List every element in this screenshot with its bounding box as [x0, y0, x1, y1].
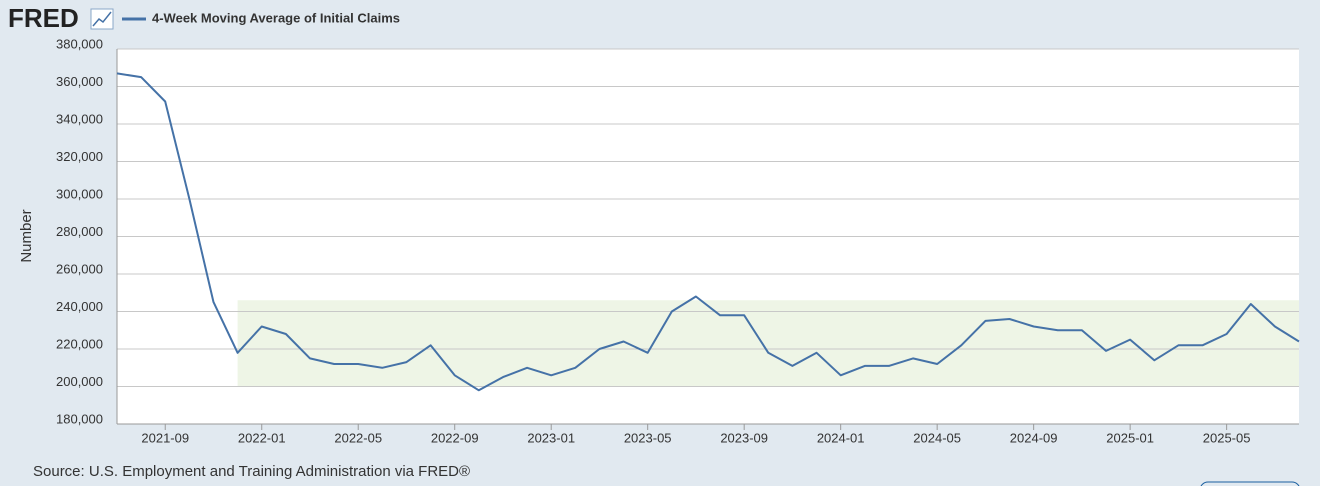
x-tick-label: 2025-01	[1106, 430, 1154, 445]
y-tick-label: 180,000	[56, 411, 103, 426]
x-tick-label: 2024-09	[1010, 430, 1058, 445]
y-tick-label: 320,000	[56, 149, 103, 164]
x-tick-label: 2023-09	[720, 430, 768, 445]
y-tick-label: 260,000	[56, 261, 103, 276]
y-tick-label: 240,000	[56, 299, 103, 314]
x-tick-label: 2024-05	[913, 430, 961, 445]
y-axis-label: Number	[18, 209, 35, 262]
x-tick-label: 2022-09	[431, 430, 479, 445]
y-tick-label: 200,000	[56, 374, 103, 389]
y-tick-label: 380,000	[56, 36, 103, 51]
y-tick-label: 300,000	[56, 186, 103, 201]
x-tick-label: 2022-05	[334, 430, 382, 445]
legend-label: 4-Week Moving Average of Initial Claims	[152, 10, 400, 25]
x-tick-label: 2023-05	[624, 430, 672, 445]
source: Source: U.S. Employment and Training Adm…	[33, 463, 470, 480]
y-tick-label: 280,000	[56, 224, 103, 239]
logo: FRED	[8, 3, 79, 33]
highlight-band	[237, 300, 1299, 387]
y-tick-label: 340,000	[56, 111, 103, 126]
y-tick-label: 360,000	[56, 74, 103, 89]
x-tick-label: 2024-01	[817, 430, 865, 445]
data-line	[116, 72, 1300, 392]
logo-icon	[90, 8, 114, 30]
x-tick-label: 2022-01	[238, 430, 286, 445]
x-tick-label: 2021-09	[141, 430, 189, 445]
x-tick-label: 2023-01	[527, 430, 575, 445]
x-tick-label: 2025-05	[1203, 430, 1251, 445]
y-tick-label: 220,000	[56, 336, 103, 351]
button[interactable]	[1200, 481, 1300, 486]
